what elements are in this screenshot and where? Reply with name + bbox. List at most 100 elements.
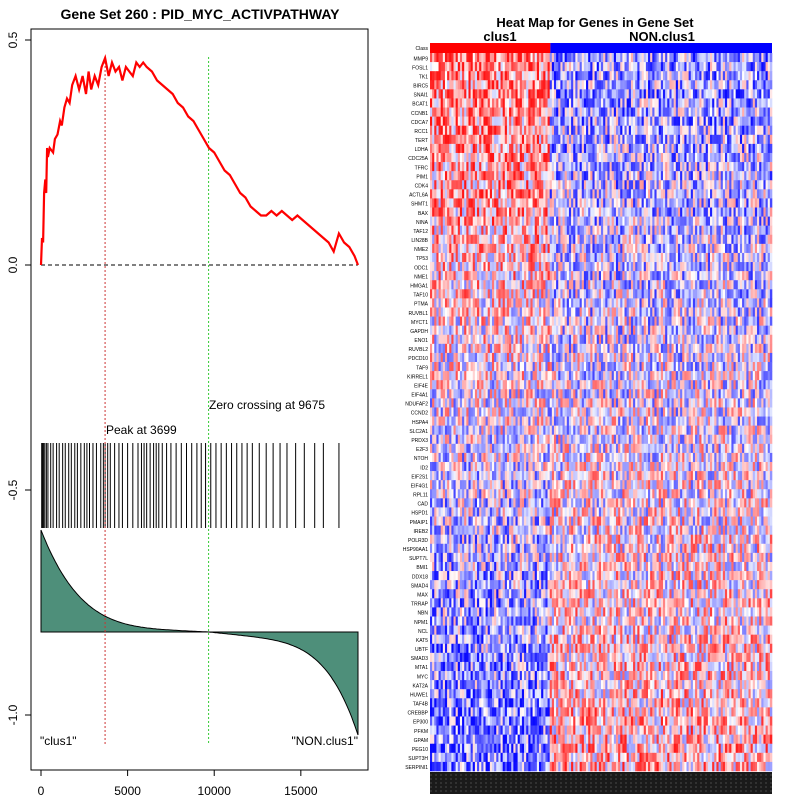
enrichment-score-line bbox=[41, 58, 358, 265]
heatmap-cell bbox=[714, 226, 716, 235]
heatmap-cell bbox=[496, 162, 498, 171]
heatmap-cell bbox=[704, 253, 706, 262]
heatmap-cell bbox=[434, 280, 436, 289]
heatmap-cell bbox=[697, 89, 699, 98]
heatmap-cell bbox=[560, 298, 562, 307]
heatmap-cell bbox=[748, 80, 750, 89]
heatmap-cell bbox=[716, 298, 718, 307]
heatmap-cell bbox=[635, 244, 637, 253]
heatmap-cell bbox=[496, 126, 498, 135]
heatmap-cell bbox=[558, 153, 560, 162]
heatmap-cell bbox=[597, 98, 599, 107]
heatmap-cell bbox=[659, 162, 661, 171]
heatmap-cell bbox=[740, 135, 742, 144]
heatmap-cell bbox=[691, 62, 693, 71]
heatmap-cell bbox=[734, 89, 736, 98]
heatmap-cell bbox=[753, 253, 755, 262]
heatmap-cell bbox=[552, 162, 554, 171]
heatmap-cell bbox=[490, 217, 492, 226]
heatmap-cell bbox=[657, 162, 659, 171]
heatmap-cell bbox=[597, 226, 599, 235]
heatmap-cell bbox=[684, 307, 686, 316]
heatmap-cell bbox=[612, 71, 614, 80]
heatmap-cell bbox=[592, 126, 594, 135]
heatmap-cell bbox=[755, 208, 757, 217]
heatmap-cell bbox=[486, 126, 488, 135]
heatmap-cell bbox=[746, 53, 748, 62]
heatmap-cell bbox=[575, 217, 577, 226]
heatmap-cell bbox=[680, 171, 682, 180]
heatmap-cell bbox=[654, 217, 656, 226]
heatmap-cell bbox=[451, 89, 453, 98]
heatmap-cell bbox=[560, 317, 562, 326]
heatmap-cell bbox=[740, 71, 742, 80]
heatmap-cell bbox=[445, 71, 447, 80]
heatmap-cell bbox=[460, 62, 462, 71]
heatmap-cell bbox=[740, 280, 742, 289]
heatmap-cell bbox=[706, 208, 708, 217]
heatmap-cell bbox=[646, 162, 648, 171]
heatmap-cell bbox=[682, 317, 684, 326]
heatmap-cell bbox=[676, 289, 678, 298]
heatmap-cell bbox=[716, 280, 718, 289]
heatmap-cell bbox=[430, 289, 432, 298]
heatmap-cell bbox=[731, 162, 733, 171]
heatmap-cell bbox=[761, 80, 763, 89]
heatmap-cell bbox=[757, 280, 759, 289]
heatmap-cell bbox=[631, 153, 633, 162]
heatmap-cell bbox=[432, 108, 434, 117]
heatmap-cell bbox=[710, 117, 712, 126]
heatmap-cell bbox=[443, 307, 445, 316]
heatmap-cell bbox=[616, 307, 618, 316]
heatmap-cell bbox=[633, 271, 635, 280]
heatmap-cell bbox=[588, 117, 590, 126]
heatmap-cell bbox=[744, 80, 746, 89]
heatmap-cell bbox=[541, 135, 543, 144]
heatmap-cell bbox=[734, 171, 736, 180]
heatmap-cell bbox=[507, 226, 509, 235]
heatmap-cell bbox=[729, 208, 731, 217]
heatmap-cell bbox=[456, 135, 458, 144]
heatmap-cell bbox=[766, 135, 768, 144]
heatmap-cell bbox=[575, 244, 577, 253]
heatmap-cell bbox=[436, 217, 438, 226]
heatmap-cell bbox=[543, 235, 545, 244]
heatmap-cell bbox=[509, 171, 511, 180]
heatmap-cell bbox=[742, 153, 744, 162]
heatmap-cell bbox=[605, 180, 607, 189]
heatmap-cell bbox=[513, 171, 515, 180]
heatmap-cell bbox=[481, 317, 483, 326]
heatmap-cell bbox=[672, 62, 674, 71]
heatmap-cell bbox=[625, 126, 627, 135]
heatmap-cell bbox=[477, 162, 479, 171]
heatmap-cell bbox=[481, 307, 483, 316]
heatmap-cell bbox=[509, 80, 511, 89]
heatmap-cell bbox=[620, 108, 622, 117]
heatmap-cell bbox=[592, 280, 594, 289]
heatmap-cell bbox=[468, 226, 470, 235]
heatmap-cell bbox=[695, 244, 697, 253]
heatmap-cell bbox=[672, 271, 674, 280]
heatmap-cell bbox=[530, 171, 532, 180]
heatmap-cell bbox=[481, 98, 483, 107]
heatmap-cell bbox=[652, 235, 654, 244]
heatmap-cell bbox=[622, 262, 624, 271]
heatmap-cell bbox=[625, 253, 627, 262]
heatmap-cell bbox=[454, 126, 456, 135]
heatmap-cell bbox=[567, 135, 569, 144]
heatmap-cell bbox=[719, 135, 721, 144]
heatmap-cell bbox=[526, 280, 528, 289]
heatmap-cell bbox=[648, 189, 650, 198]
heatmap-cell bbox=[612, 180, 614, 189]
heatmap-cell bbox=[763, 98, 765, 107]
heatmap-cell bbox=[734, 98, 736, 107]
heatmap-cell bbox=[548, 71, 550, 80]
heatmap-cell bbox=[665, 208, 667, 217]
heatmap-cell bbox=[565, 98, 567, 107]
heatmap-cell bbox=[603, 117, 605, 126]
heatmap-cell bbox=[644, 317, 646, 326]
heatmap-cell bbox=[729, 53, 731, 62]
heatmap-cell bbox=[582, 98, 584, 107]
heatmap-cell bbox=[723, 108, 725, 117]
heatmap-cell bbox=[516, 144, 518, 153]
